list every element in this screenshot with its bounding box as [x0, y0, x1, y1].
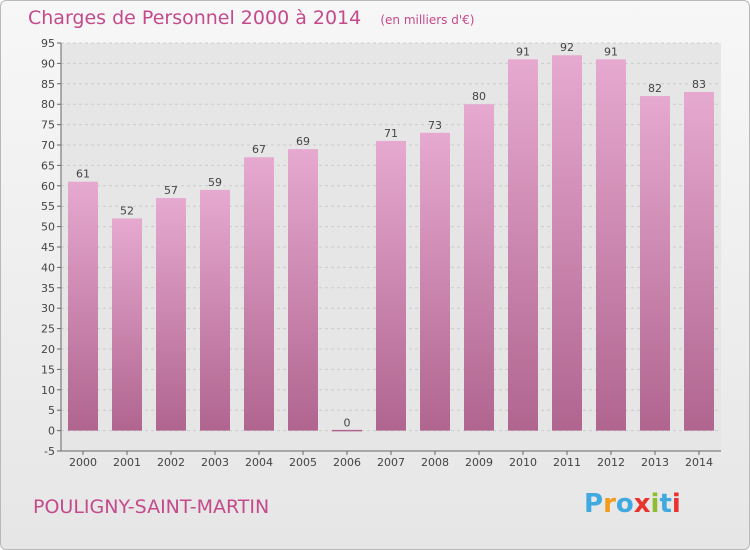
- y-tick-label: 20: [41, 343, 55, 356]
- proxiti-logo[interactable]: Proxiti: [584, 489, 681, 519]
- y-tick-label: 85: [41, 78, 55, 91]
- data-label: 82: [648, 82, 662, 95]
- bar: [684, 91, 714, 431]
- chart-subtitle: (en milliers d'€): [380, 13, 475, 27]
- commune-name: POULIGNY-SAINT-MARTIN: [33, 496, 270, 518]
- bar: [420, 132, 450, 431]
- x-tick-label: 2013: [641, 456, 669, 469]
- x-tick-label: 2003: [201, 456, 229, 469]
- data-label: 59: [208, 176, 222, 189]
- y-tick-label: 55: [41, 200, 55, 213]
- x-tick-label: 2002: [157, 456, 185, 469]
- data-label: 52: [120, 204, 134, 217]
- data-label: 0: [344, 417, 351, 430]
- x-tick-label: 2010: [509, 456, 537, 469]
- bar: [156, 198, 186, 431]
- y-tick-label: 65: [41, 159, 55, 172]
- x-tick-label: 2004: [245, 456, 273, 469]
- y-tick-label: 70: [41, 139, 55, 152]
- y-tick-label: 50: [41, 221, 55, 234]
- y-tick-label: 10: [41, 384, 55, 397]
- y-tick-label: 0: [48, 425, 55, 438]
- x-tick-label: 2006: [333, 456, 361, 469]
- data-label: 61: [76, 168, 90, 181]
- x-tick-label: 2011: [553, 456, 581, 469]
- bar: [640, 96, 670, 431]
- data-label: 83: [692, 78, 706, 91]
- y-tick-label: 75: [41, 119, 55, 132]
- bar: [200, 189, 230, 431]
- title-row: Charges de Personnel 2000 à 2014 (en mil…: [28, 7, 474, 29]
- y-tick-label: -5: [44, 445, 55, 458]
- data-label: 91: [516, 45, 530, 58]
- x-tick-label: 2008: [421, 456, 449, 469]
- data-label: 69: [296, 135, 310, 148]
- data-label: 67: [252, 143, 266, 156]
- y-tick-label: 40: [41, 261, 55, 274]
- x-tick-label: 2005: [289, 456, 317, 469]
- y-tick-label: 90: [41, 57, 55, 70]
- y-tick-label: 60: [41, 180, 55, 193]
- y-tick-label: 30: [41, 302, 55, 315]
- bar: [376, 140, 406, 431]
- y-tick-label: 5: [48, 404, 55, 417]
- bar: [552, 55, 582, 431]
- y-tick-label: 80: [41, 98, 55, 111]
- bar: [288, 149, 318, 431]
- bar: [112, 218, 142, 431]
- y-tick-label: 25: [41, 323, 55, 336]
- y-tick-label: 95: [41, 37, 55, 50]
- data-label: 71: [384, 127, 398, 140]
- y-tick-label: 35: [41, 282, 55, 295]
- data-label: 57: [164, 184, 178, 197]
- x-tick-label: 2007: [377, 456, 405, 469]
- y-tick-label: 45: [41, 241, 55, 254]
- bar: [464, 104, 494, 431]
- bar: [244, 157, 274, 431]
- x-tick-label: 2014: [685, 456, 713, 469]
- y-tick-label: 15: [41, 363, 55, 376]
- bar: [68, 181, 98, 431]
- chart-title: Charges de Personnel 2000 à 2014: [28, 7, 362, 29]
- data-label: 91: [604, 45, 618, 58]
- data-label: 80: [472, 90, 486, 103]
- x-tick-label: 2001: [113, 456, 141, 469]
- bar: [508, 59, 538, 431]
- data-label: 73: [428, 119, 442, 132]
- x-tick-label: 2012: [597, 456, 625, 469]
- x-tick-label: 2000: [69, 456, 97, 469]
- bar: [596, 59, 626, 431]
- data-label: 92: [560, 41, 574, 54]
- x-tick-label: 2009: [465, 456, 493, 469]
